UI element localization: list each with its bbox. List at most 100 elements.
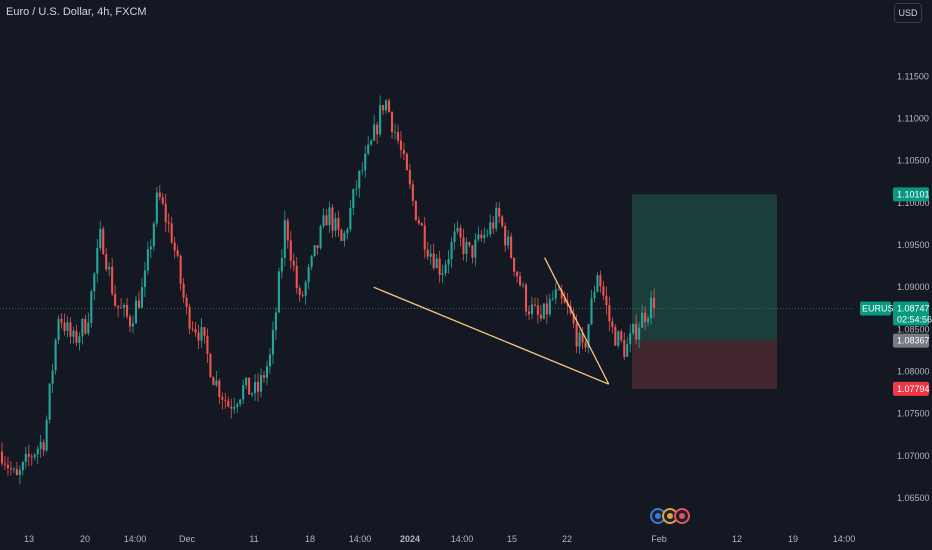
candle-body [608,305,611,322]
candle-body [224,399,227,401]
candle-body [149,246,152,250]
candle-body [396,131,400,141]
candle-body [408,170,411,185]
candle-body [393,131,397,133]
candle-body [233,406,236,409]
candle-body [72,330,75,337]
x-tick-label: Dec [179,534,196,544]
candle-body [495,207,498,229]
candle-body [402,149,405,154]
candle-body [227,400,230,407]
candle-body [602,286,605,296]
candle-body [191,328,194,330]
candle-body [161,197,164,204]
candle-body [257,381,260,392]
candle-body [444,264,447,274]
target-price-tag-bg [893,187,929,202]
candle-body [105,254,108,270]
x-tick-label: 13 [24,534,34,544]
price-axis: 1.11500 1.11000 1.10500 1.10000 1.09500 1.090… [897,71,930,503]
x-tick-label: 18 [305,534,315,544]
candle-body [390,112,394,133]
entry-price-tag-bg [893,333,929,348]
candle-body [128,316,132,327]
candle-body [87,322,90,334]
candle-body [399,140,402,150]
candle-body [337,218,340,230]
candle-body [0,451,4,464]
x-tick-label: 14:00 [833,534,856,544]
candle-body [548,299,551,315]
entry-price-tag: 1.08367 [897,336,930,346]
candle-body [203,327,206,336]
candle-body [170,223,173,243]
candle-body [641,312,644,328]
y-tick-label: 1.09500 [897,240,930,250]
candle-body [617,331,620,346]
candle-body [489,222,492,235]
candle-body [39,442,42,449]
candle-body [524,284,528,312]
countdown-tag: 02:54:56 [897,315,932,325]
x-tick-label: 11 [249,534,258,544]
last-price-tag: 1.08747 [897,304,930,314]
candle-body [498,207,501,217]
stop-zone [632,340,777,389]
candle-body [635,324,638,340]
candle-body [581,332,584,343]
candle-body [215,380,218,386]
candle-body [158,192,161,198]
candle-body [647,318,650,323]
candle-body [194,328,197,333]
candle-body [650,297,653,319]
candle-body [304,282,307,296]
candle-body [355,188,358,190]
candle-body [370,140,373,145]
candle-body [551,298,554,300]
candle-body [316,245,319,248]
candle-body [51,370,54,384]
candle-body [331,207,334,231]
candle-body [420,223,423,226]
candle-body [507,236,510,246]
candle-body [42,442,45,451]
candle-body [137,300,140,308]
candle-body [545,303,548,315]
candle-body [385,100,388,111]
candle-body [152,223,155,247]
y-tick-label: 1.10500 [897,156,930,166]
chart-title: Euro / U.S. Dollar, 4h, FXCM [6,6,147,18]
candle-body [504,225,507,246]
stop-price-tag: 1.07794 [897,384,930,394]
candle-body [459,227,462,238]
candle-body [108,266,111,270]
candle-body [334,218,337,231]
x-tick-label: 12 [732,534,742,544]
candle-body [626,344,629,357]
candle-body [12,468,15,470]
candle-body [69,322,72,337]
candle-body [563,298,566,303]
candle-body [176,250,179,256]
event-flag-dot-icon [667,513,673,519]
trendlines [373,257,610,385]
candle-body [578,332,581,347]
candle-body [206,335,209,355]
candle-body [15,468,18,475]
x-tick-label: Feb [651,534,667,544]
candle-body [286,220,289,241]
candle-body [60,318,63,323]
candle-body [280,257,283,272]
candle-body [81,318,84,337]
candle-body [629,333,632,345]
candle-body [423,225,426,250]
x-tick-label: 15 [507,534,517,544]
currency-button[interactable]: USD [894,3,922,23]
candle-body [123,304,126,308]
x-tick-label: 14:00 [349,534,372,544]
candle-body [99,228,102,248]
candle-body [611,321,614,328]
candle-body [340,229,343,241]
candle-body [251,393,254,395]
